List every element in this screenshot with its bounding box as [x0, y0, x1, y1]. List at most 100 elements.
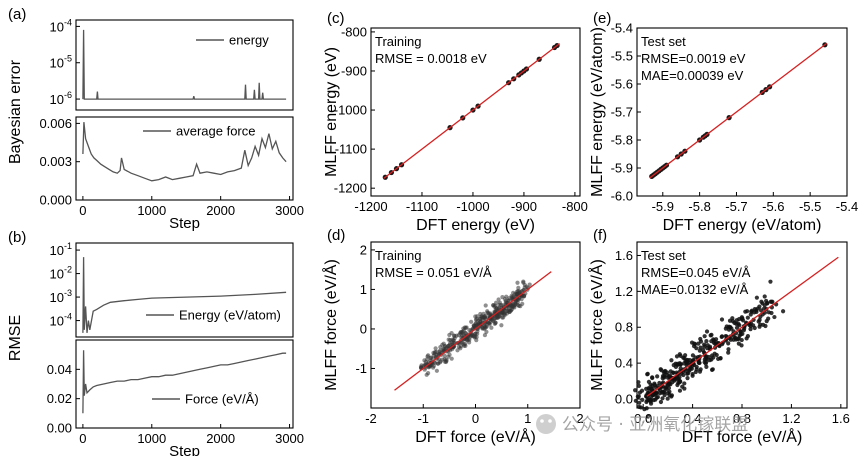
data-point: [515, 280, 520, 285]
data-point: [780, 309, 786, 314]
data-point: [709, 339, 714, 344]
series-line: [82, 350, 287, 414]
data-point: [646, 379, 652, 385]
data-point: [669, 358, 674, 363]
annotation: RMSE=0.045 eV/Å: [641, 265, 751, 280]
data-point: [745, 315, 750, 320]
data-point: [436, 361, 441, 366]
annotation: MAE=0.00039 eV: [641, 68, 744, 83]
data-point: [674, 377, 679, 382]
annotation: RMSE = 0.0018 eV: [375, 51, 487, 66]
fit-line: [646, 256, 839, 397]
data-point: [709, 367, 715, 372]
y-tick-label: 0.4: [615, 356, 633, 371]
data-point: [697, 348, 702, 353]
data-point: [702, 357, 707, 362]
y-tick-label: -1100: [335, 142, 367, 157]
fit-line: [649, 42, 828, 179]
data-point: [665, 396, 670, 401]
data-point: [651, 397, 656, 403]
y-tick-label: 10-5: [50, 54, 72, 71]
x-tick-label: 1000: [137, 431, 166, 446]
data-point: [437, 348, 443, 353]
data-point: [504, 294, 509, 299]
data-point: [751, 323, 756, 328]
panel-letter: (d): [327, 227, 345, 244]
data-point: [482, 332, 488, 338]
data-point: [723, 326, 728, 331]
data-point: [424, 372, 429, 377]
data-point: [719, 317, 725, 322]
data-point: [487, 322, 492, 327]
data-point: [743, 309, 748, 314]
y-tick-label: -900: [341, 63, 367, 78]
data-point: [463, 343, 468, 348]
data-point: [446, 337, 451, 342]
y-tick-label: -800: [341, 24, 367, 39]
data-point: [521, 293, 527, 298]
panel-letter: (e): [593, 10, 611, 27]
panel-b-bottom: 0.00 0.02 0.04 0 1000 2000 3000 Step Force (eV/Å…: [47, 339, 304, 456]
data-point: [760, 322, 766, 327]
y-tick-label: 0.000: [39, 193, 72, 208]
x-tick-label: -1: [417, 411, 429, 426]
x-tick-label: -2: [365, 411, 377, 426]
data-point: [685, 371, 691, 376]
data-point: [704, 364, 709, 370]
data-point: [471, 323, 476, 328]
data-point: [748, 327, 753, 332]
data-point: [449, 356, 454, 361]
data-point: [677, 352, 682, 357]
data-point: [716, 356, 721, 361]
data-point: [484, 329, 489, 334]
data-point: [702, 334, 707, 339]
data-point: [495, 315, 501, 320]
x-axis-label: DFT force (eV/Å): [682, 427, 803, 446]
data-point: [726, 347, 731, 352]
data-point: [516, 297, 521, 302]
data-point: [696, 341, 701, 346]
x-axis-label: DFT energy (eV): [416, 217, 535, 234]
data-point: [738, 329, 743, 334]
y-tick-label: 10-3: [50, 288, 72, 305]
data-point: [515, 302, 521, 308]
annotation: Test set: [641, 248, 686, 263]
x-tick-label: -5.5: [799, 199, 821, 214]
data-point: [511, 302, 516, 307]
data-point: [660, 396, 665, 401]
x-axis-label: DFT force (eV/Å): [415, 427, 536, 446]
data-point: [739, 337, 744, 343]
data-point: [442, 357, 447, 362]
y-tick-label: 1: [360, 282, 367, 297]
data-point: [646, 386, 652, 391]
data-point: [726, 324, 732, 329]
panel-d: -1 0 1 2 -2 -1 0 1 2 DFT force (eV/Å) MLFF force (…: [321, 241, 584, 446]
data-point: [711, 355, 716, 360]
annotation: RMSE = 0.051 eV/Å: [375, 265, 492, 280]
legend-label: energy: [229, 33, 269, 48]
y-tick-label: -5.8: [611, 133, 633, 148]
y-tick-label: 10-2: [50, 265, 72, 282]
data-point: [731, 337, 736, 342]
x-tick-label: -1000: [456, 199, 489, 214]
data-point: [726, 341, 731, 346]
panel-c: -1200 -1100 -1000 -900 -800 -1200 -1100 -1000 -9…: [323, 24, 588, 234]
data-point: [655, 374, 660, 379]
fit-line: [394, 271, 552, 391]
y-tick-label: -5.7: [611, 105, 633, 120]
y-tick-label: 0.04: [47, 362, 72, 377]
y-tick-label: 10-4: [50, 312, 72, 329]
data-point: [483, 313, 488, 319]
data-point: [449, 330, 454, 336]
fit-line: [383, 43, 561, 179]
data-point: [660, 373, 666, 379]
data-point: [636, 383, 642, 389]
data-point: [682, 381, 687, 386]
data-point: [502, 313, 507, 318]
data-point: [516, 285, 521, 290]
y-tick-label: 0: [360, 321, 367, 336]
panel-b-top: 10-4 10-3 10-2 10-1 Energy (eV/atom): [50, 241, 294, 338]
data-point: [434, 368, 439, 373]
data-point: [441, 346, 446, 352]
y-tick-label: 0.003: [39, 154, 72, 169]
